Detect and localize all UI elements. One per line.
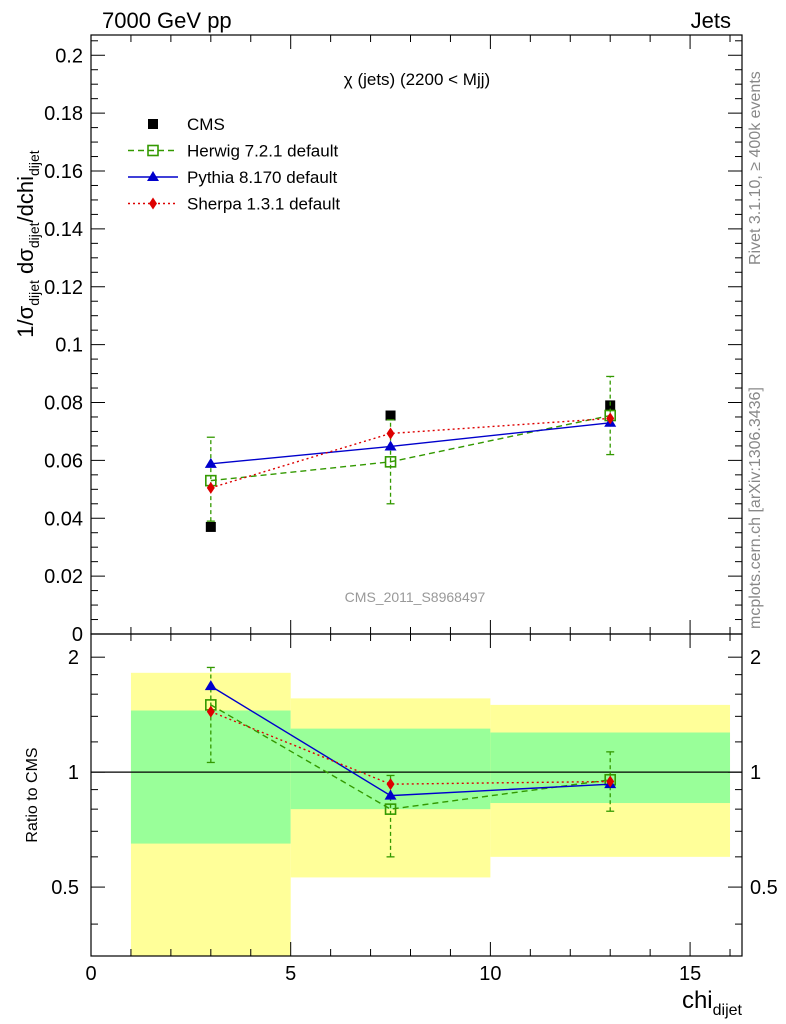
- series-cms: [205, 400, 616, 532]
- ratio-y-tick-label-right: 2: [750, 647, 761, 669]
- ylabel-part: dσ: [13, 248, 38, 280]
- mcplots-reference-label: mcplots.cern.ch [arXiv:1306.3436]: [747, 387, 764, 629]
- ylabel-subscript: dijet: [26, 222, 42, 248]
- data-point: [204, 457, 217, 468]
- ratio-y-tick-label: 1: [68, 762, 79, 784]
- ratio-data-point: [606, 775, 615, 788]
- legend-entry: Pythia 8.170 default: [128, 168, 338, 187]
- x-tick-label: 0: [85, 963, 96, 985]
- data-point: [205, 521, 216, 532]
- ratio-data-point: [206, 705, 215, 718]
- legend-label: Herwig 7.2.1 default: [187, 142, 338, 161]
- main-y-tick-label: 0.16: [44, 161, 83, 183]
- legend-label: Pythia 8.170 default: [187, 168, 338, 187]
- x-tick-label: 15: [679, 963, 701, 985]
- legend-marker: [147, 144, 159, 157]
- legend-marker: [148, 119, 158, 129]
- x-axis-label: chidijet: [682, 987, 743, 1019]
- ratio-data-point: [384, 803, 397, 815]
- ratio-data-point: [386, 778, 395, 791]
- main-y-tick-label: 0.2: [55, 45, 83, 67]
- legend-entry: Sherpa 1.3.1 default: [128, 195, 340, 214]
- data-point: [385, 410, 396, 421]
- main-y-tick-label: 0.06: [44, 450, 83, 472]
- ylabel-part: 1/σ: [13, 305, 38, 337]
- main-y-tick-label: 0.1: [55, 335, 83, 357]
- main-y-axis-label: 1/σdijet dσdijet/dchidijet: [13, 150, 42, 338]
- ratio-series-pythia-8-170-default: [204, 680, 617, 800]
- legend-label: CMS: [187, 115, 225, 134]
- legend-marker: [149, 197, 157, 210]
- process-label: Jets: [691, 8, 731, 33]
- ratio-data-point: [384, 789, 397, 800]
- main-y-tick-label: 0.18: [44, 103, 83, 125]
- legend-label: Sherpa 1.3.1 default: [187, 195, 340, 214]
- legend-entry: Herwig 7.2.1 default: [128, 142, 338, 161]
- main-y-tick-label: 0.02: [44, 566, 83, 588]
- data-point: [386, 427, 395, 440]
- ratio-y-tick-label: 2: [68, 647, 79, 669]
- ratio-series-line: [210, 711, 611, 785]
- ratio-y-tick-label: 0.5: [51, 877, 79, 899]
- legend-marker: [147, 171, 159, 181]
- data-point: [384, 440, 397, 451]
- main-y-tick-label: 0.14: [44, 219, 83, 241]
- rivet-version-label: Rivet 3.1.10, ≥ 400k events: [747, 71, 764, 265]
- data-point: [384, 456, 397, 468]
- data-point: [606, 412, 615, 425]
- main-y-tick-label: 0: [72, 624, 83, 646]
- ratio-data-point: [204, 680, 217, 691]
- ratio-series-sherpa-1-3-1-default: [206, 705, 615, 791]
- analysis-watermark: CMS_2011_S8968497: [345, 589, 486, 605]
- series-line: [210, 414, 611, 482]
- legend-entry: CMS: [148, 115, 225, 134]
- series-sherpa-1-3-1-default: [206, 412, 615, 494]
- ylabel-subscript: dijet: [26, 150, 42, 176]
- series-pythia-8-170-default: [204, 416, 617, 468]
- ratio-plot-frame: [90, 633, 743, 957]
- legend: CMS Herwig 7.2.1 default Pythia 8.170 defa…: [128, 115, 340, 214]
- x-tick-label: 5: [285, 963, 296, 985]
- main-y-tick-label: 0.04: [44, 508, 83, 530]
- ylabel-part: /dchi: [13, 176, 38, 222]
- xlabel-part: chi: [682, 987, 713, 1014]
- x-tick-label: 10: [479, 963, 501, 985]
- main-y-tick-label: 0.08: [44, 393, 83, 415]
- ratio-series-line: [210, 704, 611, 810]
- plot-title: χ (jets) (2200 < Mjj): [344, 70, 490, 89]
- xlabel-subscript: dijet: [713, 1002, 743, 1019]
- data-point: [206, 481, 215, 494]
- ratio-y-axis-label: Ratio to CMS: [24, 747, 41, 842]
- energy-label: 7000 GeV pp: [102, 8, 232, 33]
- series-herwig-7-2-1-default: [205, 375, 617, 522]
- ylabel-subscript: dijet: [26, 280, 42, 306]
- ratio-y-tick-label-right: 0.5: [750, 877, 778, 899]
- ratio-y-tick-label-right: 1: [750, 762, 761, 784]
- main-y-tick-label: 0.12: [44, 277, 83, 299]
